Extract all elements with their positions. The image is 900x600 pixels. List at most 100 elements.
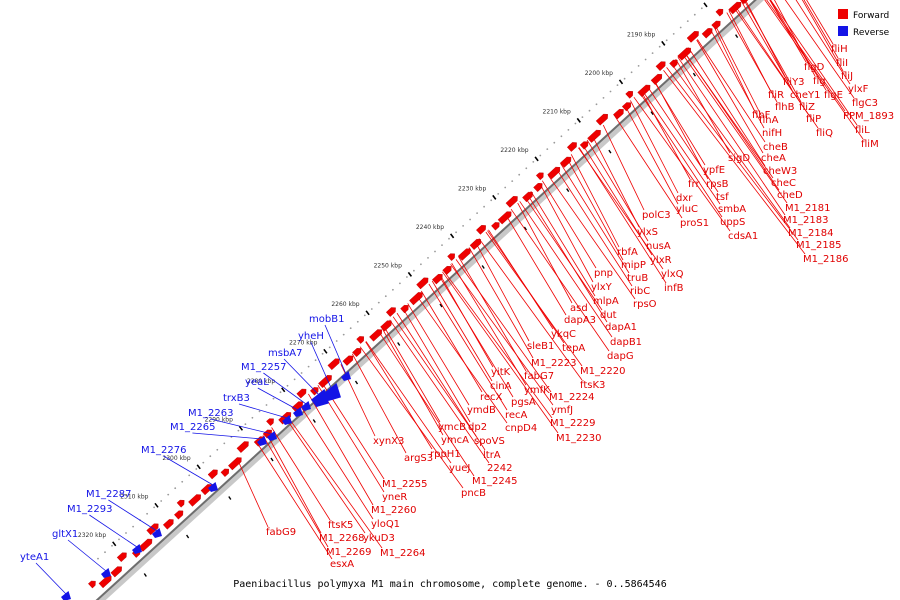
forward-gene-label[interactable]: recA <box>505 410 528 421</box>
forward-gene-label[interactable]: fliJ <box>841 71 853 82</box>
forward-gene-label[interactable]: ylxY <box>591 282 613 293</box>
forward-gene-label[interactable]: sleB1 <box>527 341 554 352</box>
forward-gene-label[interactable]: rpsB <box>706 179 729 190</box>
forward-gene-label[interactable]: fliQ <box>816 128 833 139</box>
reverse-gene-label[interactable]: trxB3 <box>223 393 250 404</box>
forward-gene-label[interactable]: yneR <box>382 492 407 503</box>
reverse-gene-label[interactable]: M1_2257 <box>241 362 286 373</box>
reverse-gene-label[interactable]: M1_2265 <box>170 422 215 433</box>
forward-gene-label[interactable]: mlpA <box>593 296 619 307</box>
forward-gene-label[interactable]: ylxQ <box>661 269 684 280</box>
forward-gene-label[interactable]: polC3 <box>642 210 671 221</box>
forward-gene-label[interactable]: dapA3 <box>564 315 596 326</box>
forward-gene-label[interactable]: cnpD4 <box>505 423 537 434</box>
forward-gene-label[interactable]: ribC <box>630 286 650 297</box>
reverse-gene-label[interactable]: yeaL <box>245 377 269 388</box>
forward-gene-label[interactable]: ftsK3 <box>580 380 605 391</box>
forward-gene-label[interactable]: dxr <box>676 193 693 204</box>
forward-gene-label[interactable]: flhF <box>752 110 771 121</box>
forward-gene-label[interactable]: cheW3 <box>763 166 797 177</box>
forward-gene-label[interactable]: ykuD3 <box>363 533 395 544</box>
forward-gene-label[interactable]: ftsK5 <box>328 520 353 531</box>
forward-gene-label[interactable]: M1_2269 <box>326 547 371 558</box>
forward-gene-label[interactable]: rppH1 <box>430 449 461 460</box>
forward-gene-label[interactable]: yueJ <box>449 463 470 474</box>
forward-gene-label[interactable]: M1_2184 <box>788 228 833 239</box>
forward-gene-label[interactable]: fabG7 <box>524 371 554 382</box>
forward-gene-label[interactable]: nusA <box>646 241 671 252</box>
forward-gene-label[interactable]: rpsO <box>633 299 657 310</box>
forward-gene-label[interactable]: dapB1 <box>610 337 642 348</box>
forward-gene-label[interactable]: spoVS <box>474 436 505 447</box>
forward-gene-label[interactable]: frr <box>688 179 700 190</box>
forward-gene-label[interactable]: flg <box>813 76 826 87</box>
forward-gene-label[interactable]: ymcA <box>441 435 469 446</box>
reverse-gene-label[interactable]: M1_2293 <box>67 504 112 515</box>
forward-gene-label[interactable]: sigD <box>728 153 750 164</box>
forward-gene-label[interactable]: flgD <box>804 62 825 73</box>
forward-gene-label[interactable]: dapA1 <box>605 322 637 333</box>
forward-gene-label[interactable]: 2242 <box>487 463 512 474</box>
forward-gene-label[interactable]: ykqC <box>551 329 576 340</box>
forward-gene-label[interactable]: truB <box>627 273 648 284</box>
forward-gene-label[interactable]: M1_2245 <box>472 476 517 487</box>
forward-gene-label[interactable]: M1_2223 <box>531 358 576 369</box>
forward-gene-label[interactable]: dapG <box>607 351 634 362</box>
forward-gene-label[interactable]: pncB <box>461 488 486 499</box>
forward-gene-label[interactable]: M1_2220 <box>580 366 625 377</box>
forward-gene-label[interactable]: M1_2186 <box>803 254 848 265</box>
forward-gene-label[interactable]: cheA <box>761 153 786 164</box>
reverse-gene-label[interactable]: M1_2276 <box>141 445 186 456</box>
forward-gene-label[interactable]: tepA <box>562 343 585 354</box>
forward-gene-label[interactable]: fliZ <box>799 102 815 113</box>
forward-gene-label[interactable]: M1_2185 <box>796 240 841 251</box>
reverse-gene-label[interactable]: M1_2263 <box>188 408 233 419</box>
forward-gene-label[interactable]: pnp <box>594 268 613 279</box>
forward-gene-label[interactable]: smbA <box>718 204 746 215</box>
reverse-gene-label[interactable]: M1_2287 <box>86 489 131 500</box>
forward-gene-label[interactable]: M1_2229 <box>550 418 595 429</box>
forward-gene-label[interactable]: fliY3 <box>783 77 805 88</box>
forward-gene-label[interactable]: M1_2268 <box>319 533 364 544</box>
forward-gene-label[interactable]: ylxF <box>848 84 869 95</box>
forward-gene-label[interactable]: dut <box>600 310 617 321</box>
forward-gene-label[interactable]: yloQ1 <box>371 519 400 530</box>
forward-gene-label[interactable]: cheB <box>763 142 788 153</box>
forward-gene-label[interactable]: asd <box>570 303 588 314</box>
forward-gene-label[interactable]: tsf <box>716 192 729 203</box>
forward-gene-label[interactable]: M1_2183 <box>783 215 828 226</box>
forward-gene-label[interactable]: fliL <box>855 125 870 136</box>
forward-gene-label[interactable]: ltrA <box>483 450 501 461</box>
forward-gene-label[interactable]: argS3 <box>404 453 433 464</box>
forward-gene-label[interactable]: flhB <box>775 102 795 113</box>
forward-gene-label[interactable]: proS1 <box>680 218 709 229</box>
reverse-gene-label[interactable]: gltX1 <box>52 529 78 540</box>
forward-gene-label[interactable]: cdsA1 <box>728 231 758 242</box>
forward-gene-label[interactable]: recX <box>480 392 503 403</box>
reverse-gene-label[interactable]: mobB1 <box>309 314 344 325</box>
forward-gene-label[interactable]: fliH <box>831 44 848 55</box>
forward-gene-label[interactable]: M1_2264 <box>380 548 425 559</box>
forward-gene-label[interactable]: ypfE <box>703 165 725 176</box>
forward-gene-label[interactable]: mipP <box>621 260 646 271</box>
forward-gene-label[interactable]: esxA <box>330 559 354 570</box>
forward-gene-label[interactable]: M1_2224 <box>549 392 594 403</box>
forward-gene-label[interactable]: fliP <box>806 114 821 125</box>
forward-gene-label[interactable]: ymcB <box>438 422 466 433</box>
forward-gene-label[interactable]: ylxR <box>650 255 672 266</box>
forward-gene-label[interactable]: uppS <box>720 217 745 228</box>
forward-gene-label[interactable]: flhA <box>759 115 779 126</box>
forward-gene-label[interactable]: fliR <box>768 90 784 101</box>
forward-gene-label[interactable]: infB <box>664 283 684 294</box>
forward-gene-label[interactable]: cheC <box>771 178 796 189</box>
forward-gene-label[interactable]: M1_2255 <box>382 479 427 490</box>
forward-gene-label[interactable]: M1_2181 <box>785 203 830 214</box>
forward-gene-label[interactable]: cheD <box>777 190 803 201</box>
forward-gene-label[interactable]: fliI <box>836 58 848 69</box>
forward-gene-label[interactable]: flgC3 <box>852 98 878 109</box>
reverse-gene-label[interactable]: yteA1 <box>20 552 49 563</box>
reverse-gene-label[interactable]: msbA7 <box>268 348 303 359</box>
forward-gene-label[interactable]: flgE <box>824 90 843 101</box>
forward-gene-label[interactable]: ymfK <box>524 385 550 396</box>
forward-gene-label[interactable]: PPM_1893 <box>843 111 894 122</box>
